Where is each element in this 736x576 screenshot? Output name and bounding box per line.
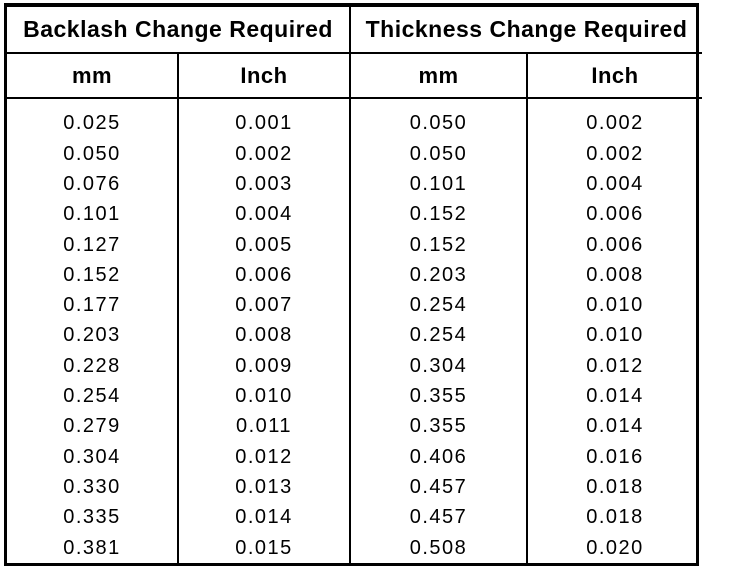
data-cell: 0.152: [7, 259, 179, 290]
data-cell: 0.009: [178, 350, 351, 381]
group-header-backlash: Backlash Change Required: [7, 7, 351, 54]
data-cell: 0.152: [350, 199, 528, 230]
table-row: 0.279 0.011 0.355 0.014: [7, 411, 702, 442]
data-cell: 0.013: [178, 471, 351, 503]
data-cell: 0.203: [7, 320, 179, 351]
data-cell: 0.335: [7, 502, 179, 533]
table-row: 0.152 0.006 0.203 0.008: [7, 259, 702, 290]
data-cell: 0.228: [7, 350, 179, 381]
data-cell: 0.012: [586, 354, 644, 377]
data-cell: 0.457: [350, 502, 528, 533]
table-row: 0.203 0.008 0.254 0.010: [7, 320, 702, 351]
data-cell: 0.279: [7, 411, 179, 442]
data-cell: 0.254: [7, 380, 179, 412]
data-cell: 0.152: [350, 229, 528, 260]
table-outer-border: Backlash Change Required Thickness Chang…: [4, 3, 702, 566]
data-cell: 0.020: [586, 536, 644, 559]
table-row: 0.330 0.013 0.457 0.018: [7, 471, 702, 503]
data-cell: 0.002: [586, 142, 644, 165]
data-cell: 0.003: [178, 168, 351, 200]
unit-header-thickness-inch: Inch: [527, 53, 702, 99]
data-cell: 0.050: [350, 138, 528, 169]
data-cell: 0.330: [7, 471, 179, 503]
data-cell: 0.008: [178, 320, 351, 351]
data-cell: 0.010: [586, 324, 644, 347]
data-cell: 0.101: [350, 168, 528, 200]
data-cell: 0.018: [586, 506, 644, 529]
unit-header-thickness-mm: mm: [350, 53, 528, 99]
data-cell: 0.406: [350, 441, 528, 472]
unit-header-backlash-inch: Inch: [178, 53, 351, 99]
table-row: 0.177 0.007 0.254 0.010: [7, 289, 702, 321]
data-cell: 0.006: [586, 233, 644, 256]
data-cell: 0.355: [350, 411, 528, 442]
data-cell: 0.050: [7, 138, 179, 169]
data-cell: 0.050: [350, 98, 528, 139]
data-cell: 0.005: [178, 229, 351, 260]
data-cell: 0.012: [178, 441, 351, 472]
data-cell: 0.254: [350, 289, 528, 321]
data-cell: 0.101: [7, 199, 179, 230]
data-cell: 0.304: [7, 441, 179, 472]
data-cell: 0.508: [350, 532, 528, 563]
table-header: Backlash Change Required Thickness Chang…: [7, 7, 702, 99]
group-header-thickness: Thickness Change Required: [350, 7, 702, 54]
data-cell: 0.006: [178, 259, 351, 290]
table-row: 0.228 0.009 0.304 0.012: [7, 350, 702, 381]
data-cell: 0.018: [586, 476, 644, 499]
unit-header-backlash-mm: mm: [7, 53, 179, 99]
data-cell: 0.001: [178, 98, 351, 139]
data-cell: 0.010: [178, 380, 351, 412]
data-cell: 0.254: [350, 320, 528, 351]
data-cell: 0.002: [178, 138, 351, 169]
table-row: 0.127 0.005 0.152 0.006: [7, 229, 702, 260]
data-cell: 0.010: [586, 294, 644, 317]
data-cell: 0.011: [178, 411, 351, 442]
data-cell: 0.076: [7, 168, 179, 200]
data-cell: 0.127: [7, 229, 179, 260]
data-cell: 0.007: [178, 289, 351, 321]
data-cell: 0.304: [350, 350, 528, 381]
data-cell: 0.177: [7, 289, 179, 321]
unit-header-row: mm Inch mm Inch: [7, 53, 702, 99]
data-cell: 0.014: [586, 385, 644, 408]
data-cell: 0.015: [178, 532, 351, 563]
data-cell: 0.008: [586, 263, 644, 286]
data-cell: 0.014: [586, 415, 644, 438]
data-cell: 0.014: [178, 502, 351, 533]
data-cell: 0.006: [586, 203, 644, 226]
data-cell: 0.016: [586, 445, 644, 468]
data-cell: 0.457: [350, 471, 528, 503]
table-row: 0.381 0.015 0.508 0.020: [7, 532, 702, 563]
data-cell: 0.381: [7, 532, 179, 563]
data-cell: 0.002: [586, 112, 644, 135]
table-row: 0.076 0.003 0.101 0.004: [7, 168, 702, 200]
data-cell: 0.004: [586, 172, 644, 195]
group-header-row: Backlash Change Required Thickness Chang…: [7, 7, 702, 54]
data-cell: 0.355: [350, 380, 528, 412]
table-row: 0.025 0.001 0.050 0.002: [7, 98, 702, 139]
data-cell: 0.203: [350, 259, 528, 290]
data-cell: 0.025: [7, 98, 179, 139]
table-row: 0.335 0.014 0.457 0.018: [7, 502, 702, 533]
backlash-thickness-conversion-table: Backlash Change Required Thickness Chang…: [7, 7, 702, 563]
table-row: 0.101 0.004 0.152 0.006: [7, 199, 702, 230]
table-row: 0.254 0.010 0.355 0.014: [7, 380, 702, 412]
data-cell: 0.004: [178, 199, 351, 230]
table-row: 0.050 0.002 0.050 0.002: [7, 138, 702, 169]
table-row: 0.304 0.012 0.406 0.016: [7, 441, 702, 472]
table-body: 0.025 0.001 0.050 0.002 0.050 0.002 0.050 0.002…: [7, 98, 702, 563]
